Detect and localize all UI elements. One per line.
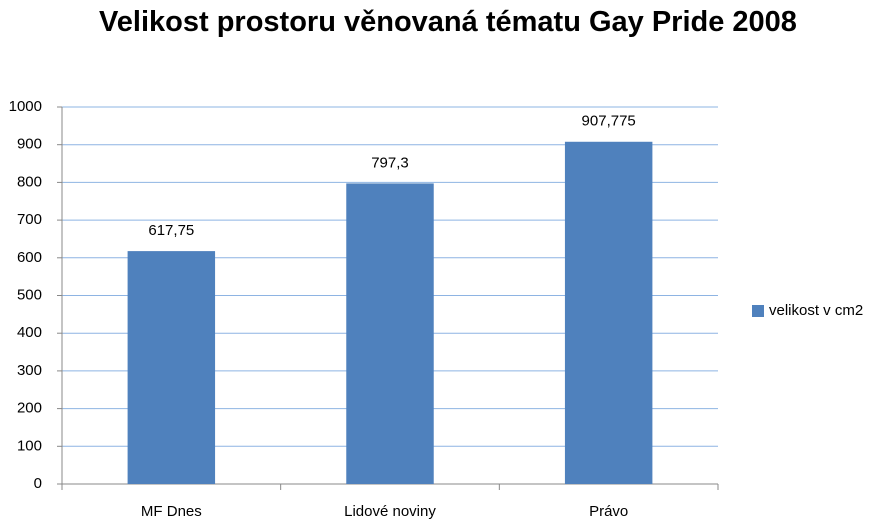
legend-label: velikost v cm2 [769, 302, 863, 319]
y-tick-label: 400 [17, 324, 42, 341]
bar [127, 251, 216, 484]
y-tick-label: 800 [17, 173, 42, 190]
legend-swatch [752, 305, 764, 317]
x-tick-label: Právo [589, 503, 628, 520]
data-label: 797,3 [371, 154, 409, 171]
y-tick-label: 200 [17, 400, 42, 417]
x-tick-label: Lidové noviny [344, 503, 436, 520]
y-tick-label: 700 [17, 211, 42, 228]
y-tick-label: 1000 [9, 98, 42, 115]
chart-title: Velikost prostoru věnovaná tématu Gay Pr… [99, 6, 797, 38]
y-tick-label: 900 [17, 136, 42, 153]
data-label: 617,75 [148, 222, 194, 239]
y-tick-label: 300 [17, 362, 42, 379]
y-tick-label: 0 [34, 475, 42, 492]
y-tick-label: 600 [17, 249, 42, 266]
y-tick-label: 500 [17, 286, 42, 303]
bar [346, 183, 434, 484]
x-tick-label: MF Dnes [141, 503, 202, 520]
y-tick-label: 100 [17, 437, 42, 454]
data-label: 907,775 [582, 113, 636, 130]
bar [564, 141, 653, 484]
